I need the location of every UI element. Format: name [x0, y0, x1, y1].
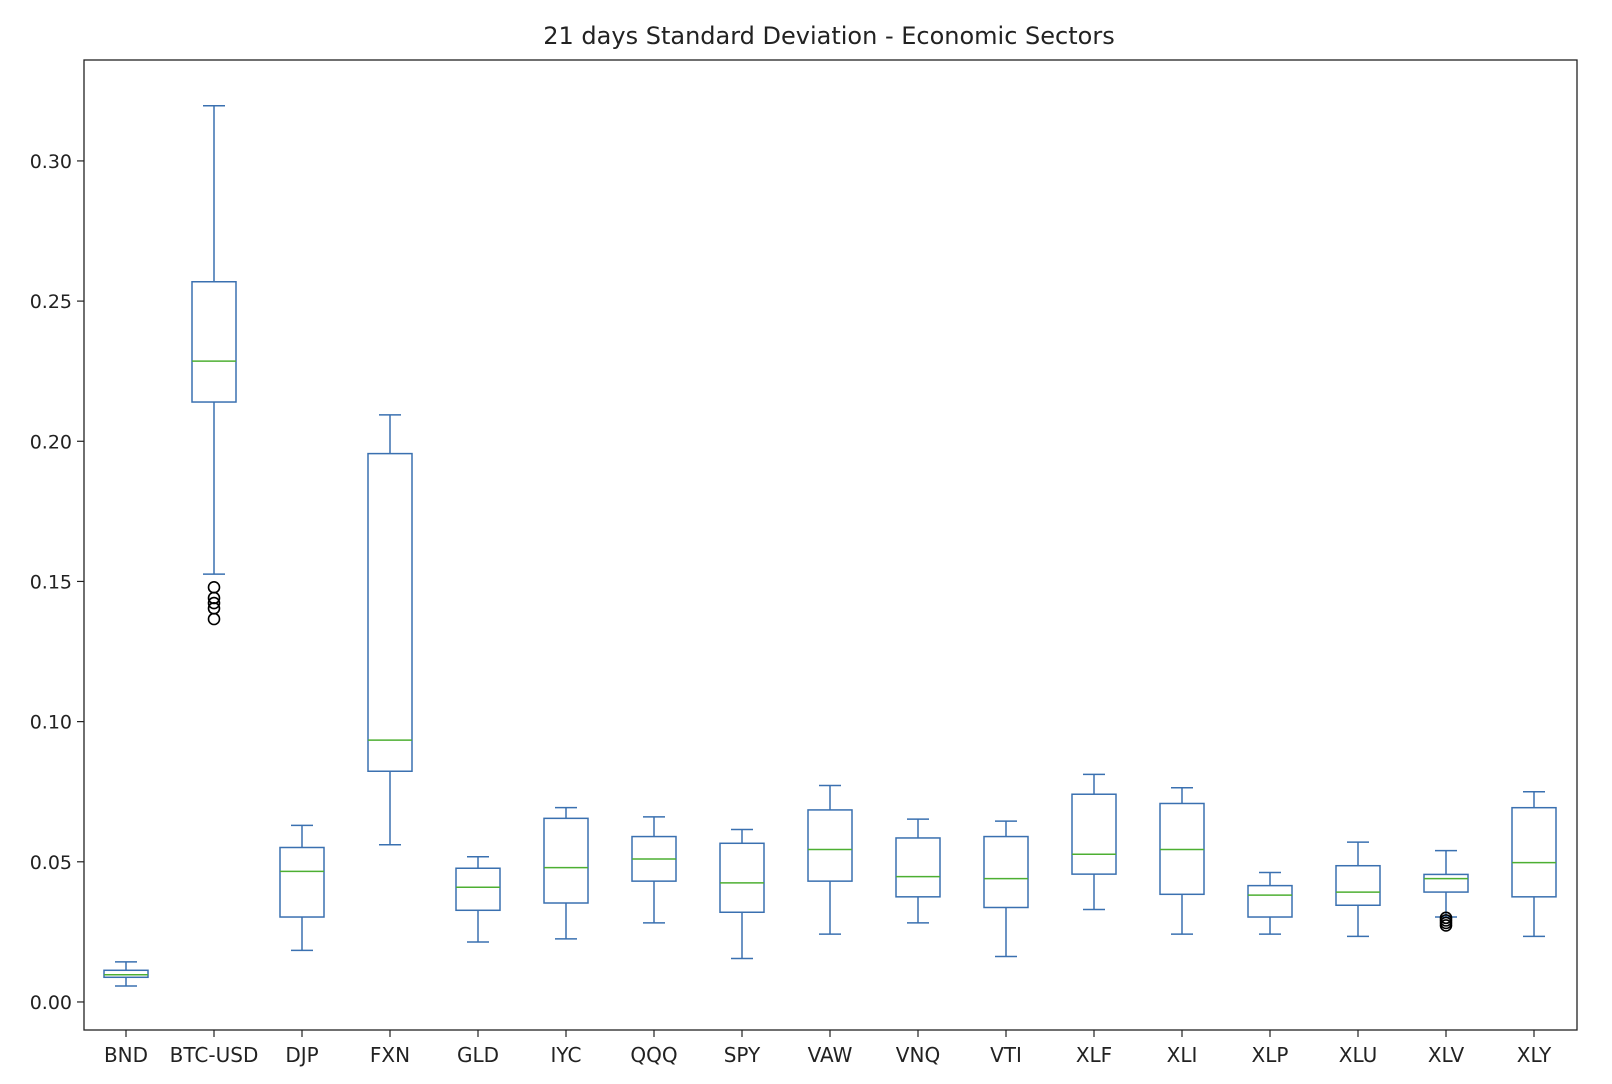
x-tick-label-qqq: QQQ: [630, 1043, 677, 1067]
y-tick-label: 0.10: [30, 712, 72, 734]
x-tick-label-xlv: XLV: [1428, 1043, 1465, 1067]
box-iyc: [543, 817, 589, 904]
x-tick-label-bnd: BND: [104, 1043, 148, 1067]
plot-area: 0.00 0.05 0.10 0.15 0.20 0.25 0.30 BND BTC-USD DJ…: [30, 104, 1557, 1067]
box-bnd: [103, 969, 149, 979]
y-tick-label: 0.15: [30, 571, 72, 593]
x-tick-label-xlu: XLU: [1339, 1043, 1378, 1067]
box-xlf: [1071, 793, 1117, 875]
y-tick-label: 0.30: [30, 151, 72, 173]
outlier-point-btc-usd: [207, 596, 221, 610]
box-xlv: [1423, 873, 1469, 893]
x-tick-label-btc-usd: BTC-USD: [170, 1043, 259, 1067]
y-tick-label: 0.20: [30, 431, 72, 453]
y-tick-label: 0.00: [30, 992, 72, 1014]
x-tick-label-vti: VTI: [990, 1043, 1022, 1067]
y-tick-label: 0.25: [30, 291, 72, 313]
axes-frame: [83, 59, 1578, 1031]
x-tick-label-vaw: VAW: [808, 1043, 853, 1067]
box-fxn: [367, 452, 413, 772]
x-tick-label-spy: SPY: [724, 1043, 761, 1067]
chart-title: 21 days Standard Deviation - Economic Se…: [543, 22, 1114, 50]
x-tick-label-xlf: XLF: [1076, 1043, 1112, 1067]
x-tick-label-xlp: XLP: [1252, 1043, 1289, 1067]
box-djp: [279, 846, 325, 918]
box-gld: [455, 867, 501, 912]
x-tick-label-vnq: VNQ: [896, 1043, 940, 1067]
box-xly: [1511, 806, 1557, 898]
box-xlp: [1247, 884, 1293, 918]
x-tick-label-fxn: FXN: [370, 1043, 410, 1067]
box-xlu: [1335, 864, 1381, 906]
x-tick-label-xli: XLI: [1167, 1043, 1198, 1067]
x-tick-label-xly: XLY: [1517, 1043, 1552, 1067]
y-tick-label: 0.05: [30, 852, 72, 874]
box-spy: [719, 842, 765, 914]
outlier-point-btc-usd: [207, 612, 221, 626]
x-tick-label-iyc: IYC: [551, 1043, 582, 1067]
box-btc-usd: [191, 281, 237, 403]
x-tick-label-djp: DJP: [285, 1043, 318, 1067]
x-tick-label-gld: GLD: [457, 1043, 499, 1067]
box-vnq: [895, 837, 941, 898]
box-vti: [983, 835, 1029, 909]
box-vaw: [807, 809, 853, 882]
outlier-point-xlv: [1439, 919, 1453, 932]
